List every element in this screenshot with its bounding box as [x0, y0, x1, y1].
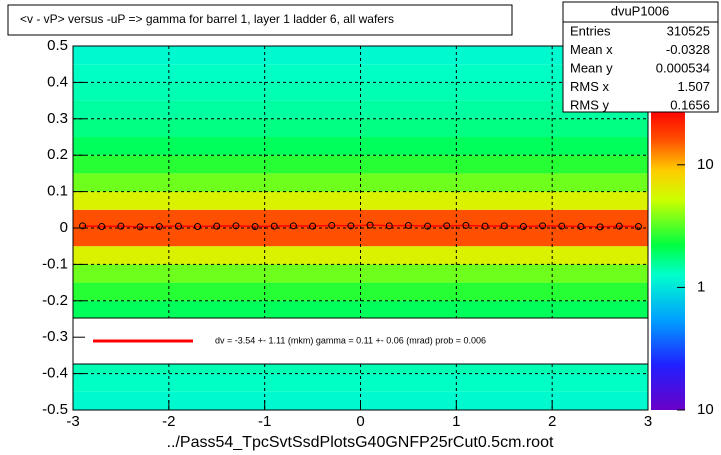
x-tick-label: -2	[162, 413, 175, 430]
z-tick-label: 1	[697, 278, 705, 295]
x-tick-label: -1	[258, 413, 271, 430]
profile-point	[289, 222, 297, 230]
title-box	[7, 4, 513, 36]
y-tick-label: 0.1	[47, 183, 68, 200]
profile-point	[117, 222, 125, 230]
heat-cell	[73, 246, 648, 265]
profile-point	[174, 222, 182, 230]
x-axis-label: ../Pass54_TpcSvtSsdPlotsG40GNFP25rCut0.5…	[167, 434, 554, 451]
profile-point	[424, 222, 432, 230]
profile-point	[213, 222, 221, 230]
chart-title: <v - vP> versus -uP => gamma for barrel …	[20, 12, 394, 26]
x-tick-label: 3	[644, 413, 652, 430]
y-tick-label: -0.4	[42, 365, 68, 382]
stats-label: RMS x	[570, 79, 610, 94]
x-tick-label: 0	[356, 413, 364, 430]
profile-point	[481, 222, 489, 230]
profile-point	[558, 222, 566, 230]
stats-title: dvuP1006	[611, 3, 670, 18]
stats-label: Entries	[570, 23, 611, 38]
profile-point	[519, 223, 527, 231]
profile-point	[634, 223, 642, 231]
stats-value: 0.000534	[656, 60, 710, 75]
heat-cell	[73, 155, 648, 174]
profile-point	[347, 222, 355, 230]
color-palette	[651, 110, 685, 410]
heat-cell	[73, 100, 648, 119]
profile-point	[404, 221, 412, 229]
y-tick-label: -0.2	[42, 292, 68, 309]
profile-point	[309, 222, 317, 230]
y-tick-label: -0.1	[42, 255, 68, 272]
profile-point	[79, 222, 87, 230]
heat-cell	[73, 137, 648, 156]
z-tick-label: 10	[697, 156, 714, 173]
profile-point	[194, 223, 202, 231]
profile-point	[270, 222, 278, 230]
x-tick-label: 2	[548, 413, 556, 430]
x-tick-label: -3	[66, 413, 79, 430]
heat-cell	[73, 282, 648, 301]
y-tick-label: 0.4	[47, 73, 68, 90]
z-tick-label: 10	[697, 401, 714, 418]
profile-point	[366, 221, 374, 229]
x-tick-label: 1	[452, 413, 460, 430]
profile-point	[443, 222, 451, 230]
heat-cell	[73, 46, 648, 65]
y-tick-label: -0.3	[42, 328, 68, 345]
y-tick-label: 0.3	[47, 110, 68, 127]
profile-point	[155, 223, 163, 231]
stats-label: RMS y	[570, 97, 610, 112]
heat-cell	[73, 300, 648, 319]
profile-point	[462, 221, 470, 229]
stats-value: 310525	[667, 23, 710, 38]
profile-point	[328, 221, 336, 229]
heat-cell	[73, 173, 648, 192]
heat-cell	[73, 264, 648, 283]
y-tick-label: 0.2	[47, 146, 68, 163]
profile-point	[539, 222, 547, 230]
heat-cell	[73, 64, 648, 83]
y-tick-label: -0.5	[42, 401, 68, 418]
stats-value: -0.0328	[666, 42, 710, 57]
profile-point	[251, 223, 259, 231]
profile-point	[98, 223, 106, 231]
heat-cell	[73, 82, 648, 101]
heat-cell	[73, 118, 648, 137]
profile-point	[596, 223, 604, 231]
profile-point	[136, 223, 144, 231]
stats-box	[562, 1, 719, 113]
profile-point	[577, 223, 585, 231]
stats-value: 0.1656	[670, 97, 710, 112]
profile-point	[500, 222, 508, 230]
stats-value: 1.507	[677, 79, 710, 94]
profile-point	[615, 222, 623, 230]
fit-label: dv = -3.54 +- 1.11 (mkm) gamma = 0.11 +-…	[215, 335, 486, 345]
heat-cell	[73, 228, 648, 247]
stats-label: Mean x	[570, 42, 613, 57]
heat-cell	[73, 191, 648, 210]
profile-point	[385, 222, 393, 230]
stats-label: Mean y	[570, 60, 613, 75]
y-tick-label: 0.5	[47, 37, 68, 54]
y-tick-label: 0	[60, 219, 68, 236]
profile-point	[232, 222, 240, 230]
